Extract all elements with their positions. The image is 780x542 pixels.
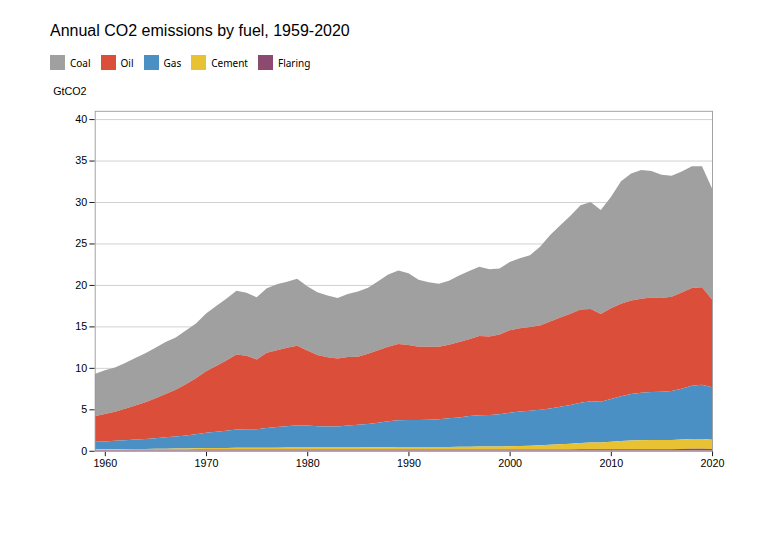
svg-text:35: 35 [75, 154, 87, 166]
svg-text:2010: 2010 [599, 457, 623, 469]
svg-text:15: 15 [75, 320, 87, 332]
svg-text:GtCO2: GtCO2 [53, 85, 86, 97]
svg-text:25: 25 [75, 237, 87, 249]
svg-text:1960: 1960 [93, 457, 117, 469]
html-text:Cement: Cement [211, 55, 248, 70]
html-text:Coal: Coal [70, 55, 91, 70]
svg-text:40: 40 [75, 113, 87, 125]
svg-text:1980: 1980 [296, 457, 320, 469]
svg-text:10: 10 [75, 362, 87, 374]
svg-text:2000: 2000 [498, 457, 522, 469]
svg-text:5: 5 [81, 403, 87, 415]
svg-text:2020: 2020 [701, 457, 725, 469]
svg-text:0: 0 [81, 445, 87, 457]
svg-text:1970: 1970 [195, 457, 219, 469]
html-text:Gas: Gas [163, 55, 182, 70]
html-text:Oil: Oil [120, 55, 134, 70]
svg-text:30: 30 [75, 196, 87, 208]
svg-text:1990: 1990 [397, 457, 421, 469]
html-text:Flaring: Flaring [278, 55, 311, 70]
svg-text:20: 20 [75, 279, 87, 291]
html-text:Annual CO2 emissions by fuel,: Annual CO2 emissions by fuel, 1959-2020 [50, 22, 350, 39]
